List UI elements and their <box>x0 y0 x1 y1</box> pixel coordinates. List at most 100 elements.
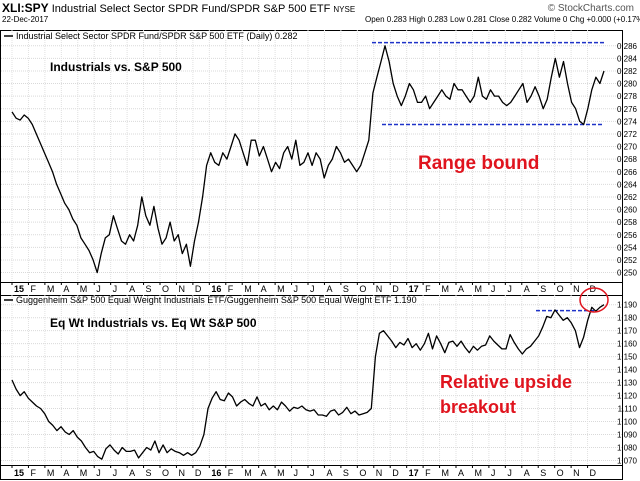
x-tick-label: N <box>376 284 383 294</box>
x-tick-label: N <box>178 284 185 294</box>
x-tick-label: J <box>507 468 512 478</box>
x-tick-label: F <box>228 468 234 478</box>
breakout-circle <box>579 287 609 313</box>
x-tick-label: M <box>80 468 88 478</box>
x-tick-label: M <box>244 284 252 294</box>
y-tick-label: 0.284 <box>617 54 638 63</box>
y-tick-label: 0.254 <box>617 243 638 252</box>
chart-panel-1: 0.250 0.252 0.254 0.256 0.258 0.260 0.262 0.264… <box>0 30 638 296</box>
x-tick-label: A <box>524 468 530 478</box>
x-tick-label: O <box>359 468 366 478</box>
y-tick-label: 1.180 <box>617 314 638 323</box>
y-tick-label: 1.170 <box>617 327 638 336</box>
x-tick-label: 15 <box>14 284 24 294</box>
x-tick-label: D <box>392 284 399 294</box>
y-tick-label: 1.080 <box>617 443 638 452</box>
series-legend: Industrial Select Sector SPDR Fund/SPDR … <box>16 31 297 41</box>
x-tick-label: A <box>63 284 69 294</box>
x-tick-label: D <box>195 468 202 478</box>
x-tick-label: A <box>129 284 135 294</box>
y-tick-label: 0.256 <box>617 231 638 240</box>
y-tick-label: 0.264 <box>617 180 638 189</box>
exchange-label: NYSE <box>333 5 356 14</box>
chart-header: XLI:SPY Industrial Select Sector SPDR Fu… <box>0 0 640 30</box>
y-tick-label: 0.286 <box>617 42 638 51</box>
x-tick-label: M <box>80 284 88 294</box>
x-tick-label: F <box>425 284 431 294</box>
chart-title: XLI:SPY Industrial Select Sector SPDR Fu… <box>2 1 355 15</box>
x-tick-label: A <box>326 468 332 478</box>
series-legend: Guggenheim S&P 500 Equal Weight Industri… <box>16 295 417 305</box>
ohlc-readout: Open 0.283 High 0.283 Low 0.281 Close 0.… <box>365 15 640 24</box>
y-tick-label: 0.282 <box>617 67 638 76</box>
annotation-text: breakout <box>440 397 516 417</box>
x-tick-label: J <box>294 284 299 294</box>
x-tick-label: 17 <box>409 284 419 294</box>
x-tick-label: M <box>47 468 55 478</box>
y-tick-label: 1.100 <box>617 418 638 427</box>
x-tick-label: D <box>392 468 399 478</box>
date-label: 22-Dec-2017 <box>2 15 49 24</box>
x-tick-label: D <box>195 284 202 294</box>
y-tick-label: 0.268 <box>617 155 638 164</box>
y-tick-label: 0.262 <box>617 193 638 202</box>
y-tick-label: 1.110 <box>618 405 638 414</box>
y-tick-label: 1.160 <box>617 340 638 349</box>
x-tick-label: D <box>590 284 597 294</box>
x-tick-label: A <box>63 468 69 478</box>
x-tick-label: O <box>162 468 169 478</box>
y-tick-label: 0.276 <box>617 105 638 114</box>
x-tick-label: J <box>310 284 315 294</box>
y-tick-label: 1.150 <box>617 353 638 362</box>
y-tick-label: 0.280 <box>617 80 638 89</box>
x-tick-label: A <box>524 284 530 294</box>
x-tick-label: N <box>376 468 383 478</box>
x-tick-label: 17 <box>409 468 419 478</box>
x-tick-label: M <box>442 468 450 478</box>
x-tick-label: M <box>277 284 285 294</box>
y-tick-label: 0.266 <box>617 168 638 177</box>
x-tick-label: J <box>113 284 118 294</box>
x-tick-label: A <box>458 284 464 294</box>
y-tick-label: 0.274 <box>617 117 638 126</box>
y-tick-label: 1.130 <box>617 379 638 388</box>
y-tick-label: 0.278 <box>617 92 638 101</box>
x-tick-label: O <box>359 284 366 294</box>
x-tick-label: M <box>474 468 482 478</box>
x-tick-label: J <box>113 468 118 478</box>
symbol-label: XLI:SPY <box>2 1 49 15</box>
x-tick-label: A <box>326 284 332 294</box>
x-tick-label: J <box>96 284 101 294</box>
x-tick-label: 16 <box>211 284 221 294</box>
x-tick-label: J <box>96 468 101 478</box>
y-tick-label: 1.190 <box>617 301 638 310</box>
series-line <box>11 304 605 460</box>
x-tick-label: J <box>310 468 315 478</box>
plot-frame <box>0 295 623 466</box>
x-tick-label: S <box>343 468 349 478</box>
x-tick-label: M <box>47 284 55 294</box>
x-tick-label: F <box>30 284 36 294</box>
x-tick-label: J <box>507 284 512 294</box>
x-tick-label: N <box>573 284 580 294</box>
x-tick-label: F <box>425 468 431 478</box>
x-tick-label: F <box>228 284 234 294</box>
y-tick-label: 0.252 <box>617 256 638 265</box>
time-axis <box>0 465 623 480</box>
x-tick-label: S <box>343 284 349 294</box>
x-tick-label: J <box>491 468 496 478</box>
x-tick-label: O <box>162 284 169 294</box>
stockcharts-logo: © StockCharts.com <box>547 3 634 14</box>
symbol-description: Industrial Select Sector SPDR Fund/SPDR … <box>51 3 331 15</box>
x-tick-label: M <box>277 468 285 478</box>
x-tick-label: S <box>146 284 152 294</box>
panel-title: Eq Wt Industrials vs. Eq Wt S&P 500 <box>50 316 257 330</box>
annotation-text: Range bound <box>418 153 539 174</box>
x-tick-label: J <box>491 284 496 294</box>
y-tick-label: 0.250 <box>617 269 638 278</box>
x-tick-label: O <box>557 468 564 478</box>
y-tick-label: 0.272 <box>617 130 638 139</box>
series-line <box>11 45 605 274</box>
x-tick-label: S <box>146 468 152 478</box>
x-tick-label: 16 <box>211 468 221 478</box>
